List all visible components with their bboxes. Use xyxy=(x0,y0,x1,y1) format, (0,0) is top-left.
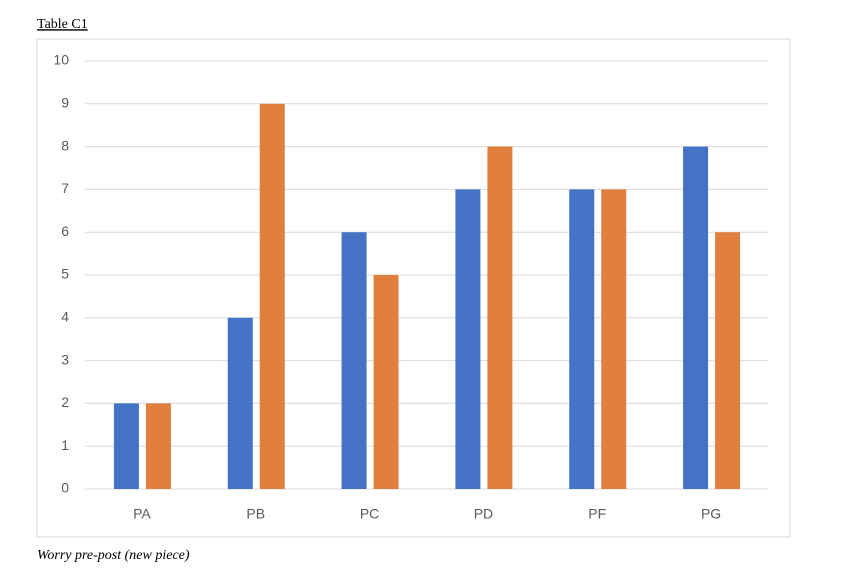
y-tick-label: 6 xyxy=(61,223,69,239)
bar xyxy=(683,146,709,489)
y-tick-label: 4 xyxy=(61,309,69,325)
caption: Worry pre-post (new piece) xyxy=(37,548,190,563)
y-tick-label: 10 xyxy=(53,52,69,68)
y-tick-label: 5 xyxy=(61,266,69,282)
chart-border xyxy=(36,38,791,538)
bar xyxy=(341,232,367,489)
bar xyxy=(145,403,171,489)
bar xyxy=(715,232,741,489)
bar xyxy=(487,146,513,489)
y-tick-label: 1 xyxy=(61,437,69,453)
heading: Table C1 xyxy=(37,17,88,32)
bar xyxy=(601,189,627,489)
y-tick-label: 2 xyxy=(61,394,69,410)
x-tick-label: PA xyxy=(133,506,151,522)
bar xyxy=(259,103,285,490)
y-tick-label: 0 xyxy=(61,480,69,496)
bar xyxy=(569,189,595,489)
y-tick-label: 8 xyxy=(61,137,69,153)
y-tick-label: 3 xyxy=(61,351,69,367)
bar xyxy=(455,189,481,489)
x-tick-label: PD xyxy=(474,506,493,522)
bar xyxy=(227,317,253,489)
y-tick-label: 7 xyxy=(61,180,69,196)
x-tick-label: PF xyxy=(588,506,606,522)
bar xyxy=(373,275,399,489)
y-tick-label: 9 xyxy=(61,95,69,111)
x-tick-label: PC xyxy=(360,506,379,522)
x-tick-label: PB xyxy=(246,506,265,522)
x-tick-label: PG xyxy=(701,506,721,522)
bar xyxy=(113,403,139,489)
